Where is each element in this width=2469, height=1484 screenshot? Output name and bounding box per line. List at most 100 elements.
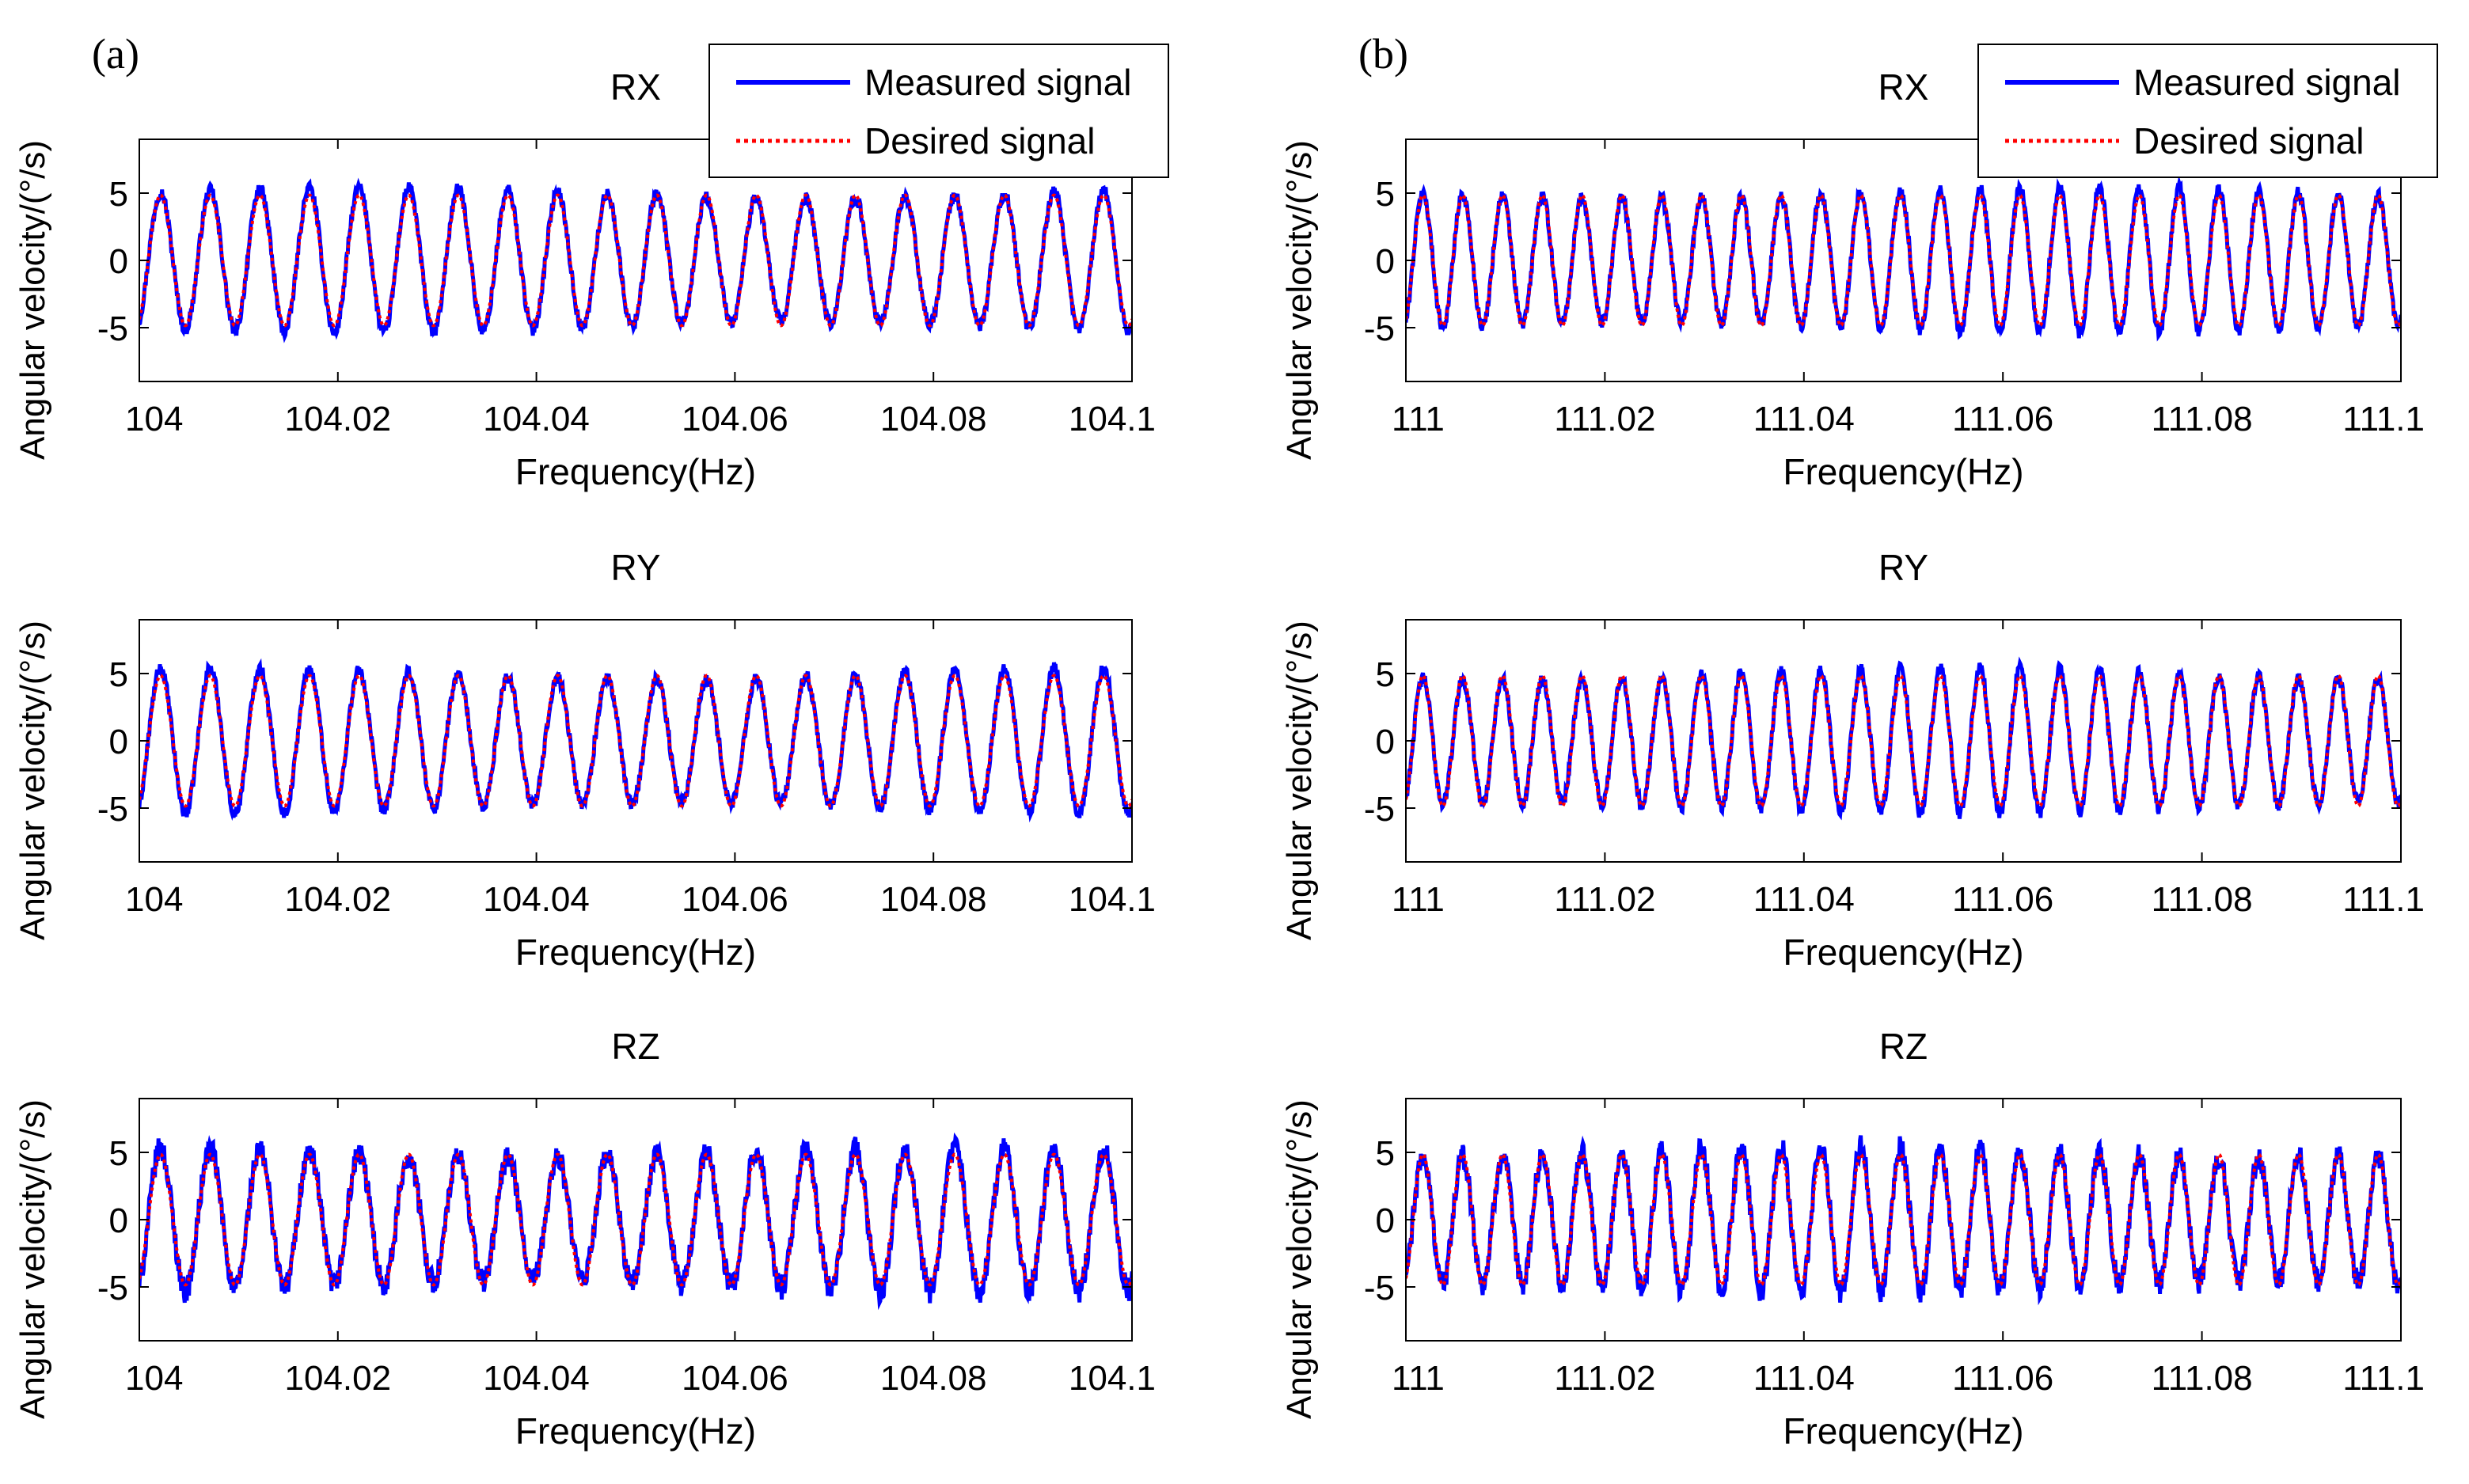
plot-frame bbox=[1405, 619, 2402, 863]
x-tick-label: 104.08 bbox=[880, 1359, 987, 1398]
legend: Measured signal Desired signal bbox=[1977, 44, 2438, 178]
series-desired-line bbox=[139, 674, 1132, 808]
x-tick-label: 111.1 bbox=[2342, 400, 2425, 438]
y-tick-label: -5 bbox=[1364, 790, 1395, 829]
subplot-1: 104 104.02 104.04 104.06 104.08 104.1 5 0 -5 RX Fr… bbox=[13, 30, 1169, 492]
y-axis-label: Angular velocity/(°/s) bbox=[13, 140, 52, 460]
series-measured-line bbox=[1406, 656, 2401, 821]
subplot-title: RX bbox=[1878, 66, 1929, 108]
x-tick-label: 104 bbox=[125, 1359, 183, 1398]
plot-frame bbox=[139, 619, 1133, 863]
x-tick-label: 111.04 bbox=[1753, 880, 1855, 919]
x-tick-label: 104.04 bbox=[483, 880, 590, 919]
subplot-title: RZ bbox=[611, 1026, 659, 1067]
x-tick-label: 111.02 bbox=[1554, 1359, 1655, 1398]
legend-measured-label: Measured signal bbox=[2133, 62, 2401, 103]
y-tick-label: 0 bbox=[1376, 1201, 1395, 1240]
x-tick-label: 111.08 bbox=[2152, 880, 2253, 919]
subplot-title: RZ bbox=[1879, 1026, 1928, 1067]
x-tick-label: 104.04 bbox=[483, 1359, 590, 1398]
panel-label: (b) bbox=[1358, 30, 1408, 78]
y-axis-label: Angular velocity/(°/s) bbox=[1280, 621, 1319, 940]
y-axis-label: Angular velocity/(°/s) bbox=[13, 621, 52, 940]
subplot-title: RY bbox=[1878, 547, 1928, 588]
x-tick-label: 104.02 bbox=[285, 400, 392, 438]
series-measured-line bbox=[1406, 175, 2401, 342]
x-axis-label: Frequency(Hz) bbox=[515, 451, 756, 492]
legend-desired-label: Desired signal bbox=[864, 120, 1095, 161]
plot-frame bbox=[139, 1098, 1133, 1342]
series-desired-line bbox=[1406, 193, 2401, 328]
x-tick-label: 104.08 bbox=[880, 400, 987, 438]
x-tick-label: 111 bbox=[1392, 400, 1445, 438]
y-tick-label: -5 bbox=[1364, 309, 1395, 348]
x-tick-label: 111.1 bbox=[2342, 1359, 2425, 1398]
x-tick-label: 104.1 bbox=[1069, 400, 1156, 438]
x-tick-label: 104.08 bbox=[880, 880, 987, 919]
series-measured-line bbox=[1406, 1135, 2401, 1306]
y-tick-label: -5 bbox=[97, 309, 128, 348]
x-axis-label: Frequency(Hz) bbox=[515, 932, 756, 973]
x-tick-label: 111.08 bbox=[2152, 1359, 2253, 1398]
y-tick-label: 5 bbox=[1376, 175, 1395, 214]
series-measured-line bbox=[139, 658, 1132, 823]
y-tick-label: 5 bbox=[1376, 1134, 1395, 1173]
y-tick-label: -5 bbox=[97, 790, 128, 829]
x-tick-label: 104.06 bbox=[682, 880, 788, 919]
y-tick-label: -5 bbox=[97, 1269, 128, 1308]
x-tick-label: 111.02 bbox=[1554, 880, 1655, 919]
series-desired-line bbox=[1406, 674, 2401, 808]
x-tick-label: 111.1 bbox=[2342, 880, 2425, 919]
subplot-5: 111 111.02 111.04 111.06 111.08 111.1 5 0 -5 RY Fr… bbox=[1280, 547, 2425, 973]
series-desired-line bbox=[139, 1152, 1132, 1287]
y-tick-label: -5 bbox=[1364, 1269, 1395, 1308]
x-tick-label: 104.02 bbox=[285, 880, 392, 919]
subplot-4: 111 111.02 111.04 111.06 111.08 111.1 5 0 -5 RX Fr… bbox=[1280, 30, 2438, 492]
x-tick-label: 111 bbox=[1392, 880, 1445, 919]
x-tick-label: 104.04 bbox=[483, 400, 590, 438]
x-tick-label: 104.1 bbox=[1069, 880, 1156, 919]
x-tick-label: 104.1 bbox=[1069, 1359, 1156, 1398]
legend-box bbox=[1977, 44, 2438, 178]
panel-label: (a) bbox=[92, 30, 139, 78]
x-tick-label: 104.02 bbox=[285, 1359, 392, 1398]
x-tick-label: 111.04 bbox=[1753, 1359, 1855, 1398]
legend-measured-label: Measured signal bbox=[864, 62, 1132, 103]
x-tick-label: 104.06 bbox=[682, 400, 788, 438]
x-tick-label: 111.06 bbox=[1952, 880, 2053, 919]
x-axis-label: Frequency(Hz) bbox=[515, 1410, 756, 1452]
plot-frame bbox=[1405, 1098, 2402, 1342]
subplot-title: RX bbox=[610, 66, 661, 108]
subplot-3: 104 104.02 104.04 104.06 104.08 104.1 5 0 -5 RZ Fr… bbox=[13, 1026, 1156, 1452]
y-tick-label: 5 bbox=[1376, 655, 1395, 694]
x-tick-label: 111.04 bbox=[1753, 400, 1855, 438]
y-axis-label: Angular velocity/(°/s) bbox=[13, 1099, 52, 1419]
subplot-2: 104 104.02 104.04 104.06 104.08 104.1 5 0 -5 RY Fr… bbox=[13, 547, 1156, 973]
y-tick-label: 5 bbox=[109, 1134, 128, 1173]
y-axis-label: Angular velocity/(°/s) bbox=[1280, 1099, 1319, 1419]
series-desired-line bbox=[139, 193, 1132, 328]
x-axis-label: Frequency(Hz) bbox=[1783, 932, 2023, 973]
x-tick-label: 104 bbox=[125, 880, 183, 919]
x-axis-label: Frequency(Hz) bbox=[1783, 1410, 2023, 1452]
y-tick-label: 0 bbox=[1376, 242, 1395, 281]
y-tick-label: 0 bbox=[109, 1201, 128, 1240]
x-tick-label: 111.08 bbox=[2152, 400, 2253, 438]
x-tick-label: 111.06 bbox=[1952, 1359, 2053, 1398]
x-axis-label: Frequency(Hz) bbox=[1783, 451, 2023, 492]
y-tick-label: 0 bbox=[1376, 723, 1395, 761]
y-tick-label: 0 bbox=[109, 242, 128, 281]
series-desired-line bbox=[1406, 1152, 2401, 1287]
y-tick-label: 0 bbox=[109, 723, 128, 761]
legend-box bbox=[708, 44, 1169, 178]
x-tick-label: 104 bbox=[125, 400, 183, 438]
legend-desired-label: Desired signal bbox=[2133, 120, 2364, 161]
x-tick-label: 104.06 bbox=[682, 1359, 788, 1398]
x-tick-label: 111.02 bbox=[1554, 400, 1655, 438]
subplot-title: RY bbox=[610, 547, 660, 588]
legend: Measured signal Desired signal bbox=[708, 44, 1169, 178]
y-tick-label: 5 bbox=[109, 175, 128, 214]
y-tick-label: 5 bbox=[109, 655, 128, 694]
x-tick-label: 111.06 bbox=[1952, 400, 2053, 438]
